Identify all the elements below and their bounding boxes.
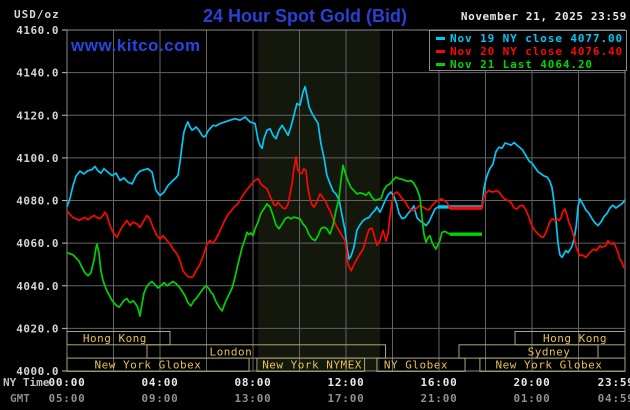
y-tick-label: 4100.0 — [16, 152, 59, 165]
x-axis-name: NY Time — [3, 376, 50, 389]
y-tick-label: 4160.0 — [16, 24, 59, 37]
session-box-hong-kong — [66, 331, 171, 346]
x-tick-label: 09:00 — [141, 392, 178, 405]
x-tick-label: 05:00 — [48, 392, 85, 405]
legend-dash-icon — [436, 63, 445, 66]
y-tick-label: 4020.0 — [16, 322, 59, 335]
legend-item-2: Nov 21 Last 4064.20 — [436, 58, 622, 71]
y-tick-label: 4040.0 — [16, 280, 59, 293]
legend-label: Nov 21 Last 4064.20 — [450, 58, 593, 71]
series-line-nov-20 — [66, 156, 626, 279]
session-label: London — [210, 345, 253, 358]
legend-box: Nov 19 NY close 4077.00 Nov 20 NY close 4… — [429, 30, 627, 71]
session-label: New York NYMEX — [262, 359, 362, 372]
legend-label: Nov 19 NY close 4077.00 — [450, 32, 624, 45]
x-tick-label: 01:00 — [513, 392, 550, 405]
kitco-watermark-link[interactable]: www.kitco.com — [71, 36, 201, 55]
series-line-nov-21 — [66, 164, 482, 317]
legend-item-0: Nov 19 NY close 4077.00 — [436, 32, 622, 45]
session-label: Hong Kong — [543, 332, 607, 345]
x-axis-name: GMT — [10, 392, 30, 405]
legend-dash-icon — [436, 50, 445, 53]
session-box-new-york-nymex — [256, 357, 366, 372]
x-tick-label: 00:00 — [48, 376, 85, 389]
x-tick-label: 21:00 — [420, 392, 457, 405]
y-tick-label: 4140.0 — [16, 67, 59, 80]
y-tick-label: 4060.0 — [16, 237, 59, 250]
y-axis-unit-label: USD/oz — [14, 8, 60, 21]
legend-label: Nov 20 NY close 4076.40 — [450, 45, 624, 58]
x-tick-label: 04:59 — [598, 392, 630, 405]
x-tick-label: 23:59 — [598, 376, 630, 389]
x-tick-label: 13:00 — [234, 392, 271, 405]
legend-item-1: Nov 20 NY close 4076.40 — [436, 45, 622, 58]
session-label: Hong Kong — [83, 332, 147, 345]
x-tick-label: 12:00 — [327, 376, 364, 389]
session-label: New York Globex — [94, 359, 201, 372]
session-box-ny-globex — [376, 357, 466, 372]
y-tick-label: 4120.0 — [16, 109, 59, 122]
y-tick-label: 4080.0 — [16, 195, 59, 208]
session-box-new-york-globex — [479, 357, 626, 372]
page-title: 24 Hour Spot Gold (Bid) — [203, 6, 407, 26]
x-tick-label: 17:00 — [327, 392, 364, 405]
x-tick-label: 08:00 — [234, 376, 271, 389]
y-tick-label: 4000.0 — [16, 365, 59, 378]
x-tick-label: 20:00 — [513, 376, 550, 389]
session-label: NY Globex — [384, 359, 448, 372]
x-tick-label: 04:00 — [141, 376, 178, 389]
x-tick-label: 16:00 — [420, 376, 457, 389]
legend-dash-icon — [436, 37, 445, 40]
session-label: New York Globex — [496, 359, 603, 372]
series-line-nov-19 — [66, 85, 626, 260]
session-box-new-york-globex — [66, 357, 250, 372]
session-label: Sydney — [528, 345, 571, 358]
chart-datetime: November 21, 2025 23:59 — [460, 10, 627, 23]
